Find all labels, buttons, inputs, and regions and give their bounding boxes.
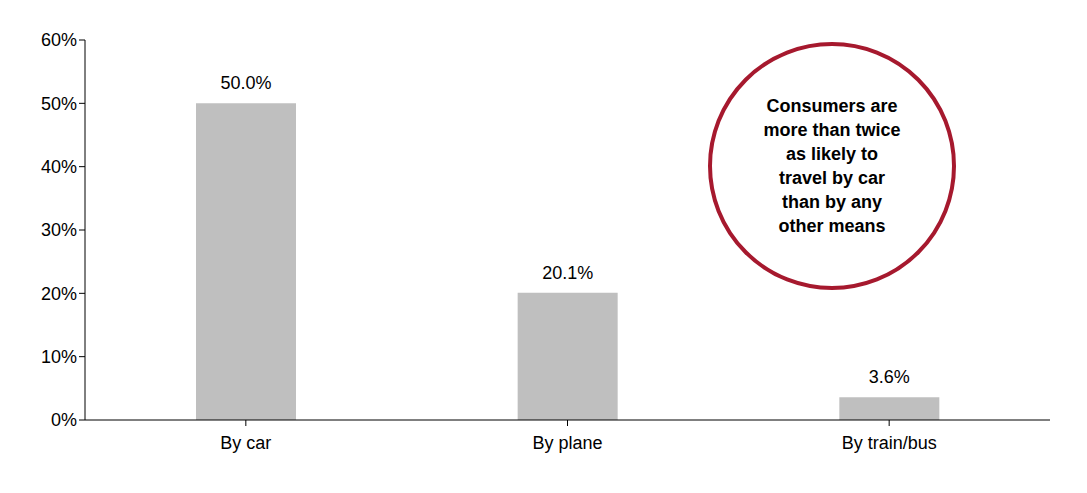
html-text:as likely to: as likely to [786, 144, 878, 164]
svg-text:20.1%: 20.1% [542, 263, 593, 283]
svg-text:50%: 50% [41, 94, 77, 114]
svg-text:40%: 40% [41, 157, 77, 177]
svg-text:20%: 20% [41, 284, 77, 304]
html-text:travel by car: travel by car [779, 168, 885, 188]
svg-text:0%: 0% [51, 410, 77, 430]
svg-text:By train/bus: By train/bus [842, 433, 937, 453]
svg-text:60%: 60% [41, 30, 77, 50]
svg-text:10%: 10% [41, 347, 77, 367]
html-text:more than twice: more than twice [763, 120, 901, 140]
svg-text:30%: 30% [41, 220, 77, 240]
html-text:other means: other means [778, 216, 886, 236]
svg-text:By car: By car [220, 433, 271, 453]
svg-text:3.6%: 3.6% [869, 367, 910, 387]
html-text:Consumers are: Consumers are [766, 96, 898, 116]
svg-text:50.0%: 50.0% [220, 73, 271, 93]
svg-text:By plane: By plane [532, 433, 602, 453]
html-text:than by any: than by any [782, 192, 882, 212]
